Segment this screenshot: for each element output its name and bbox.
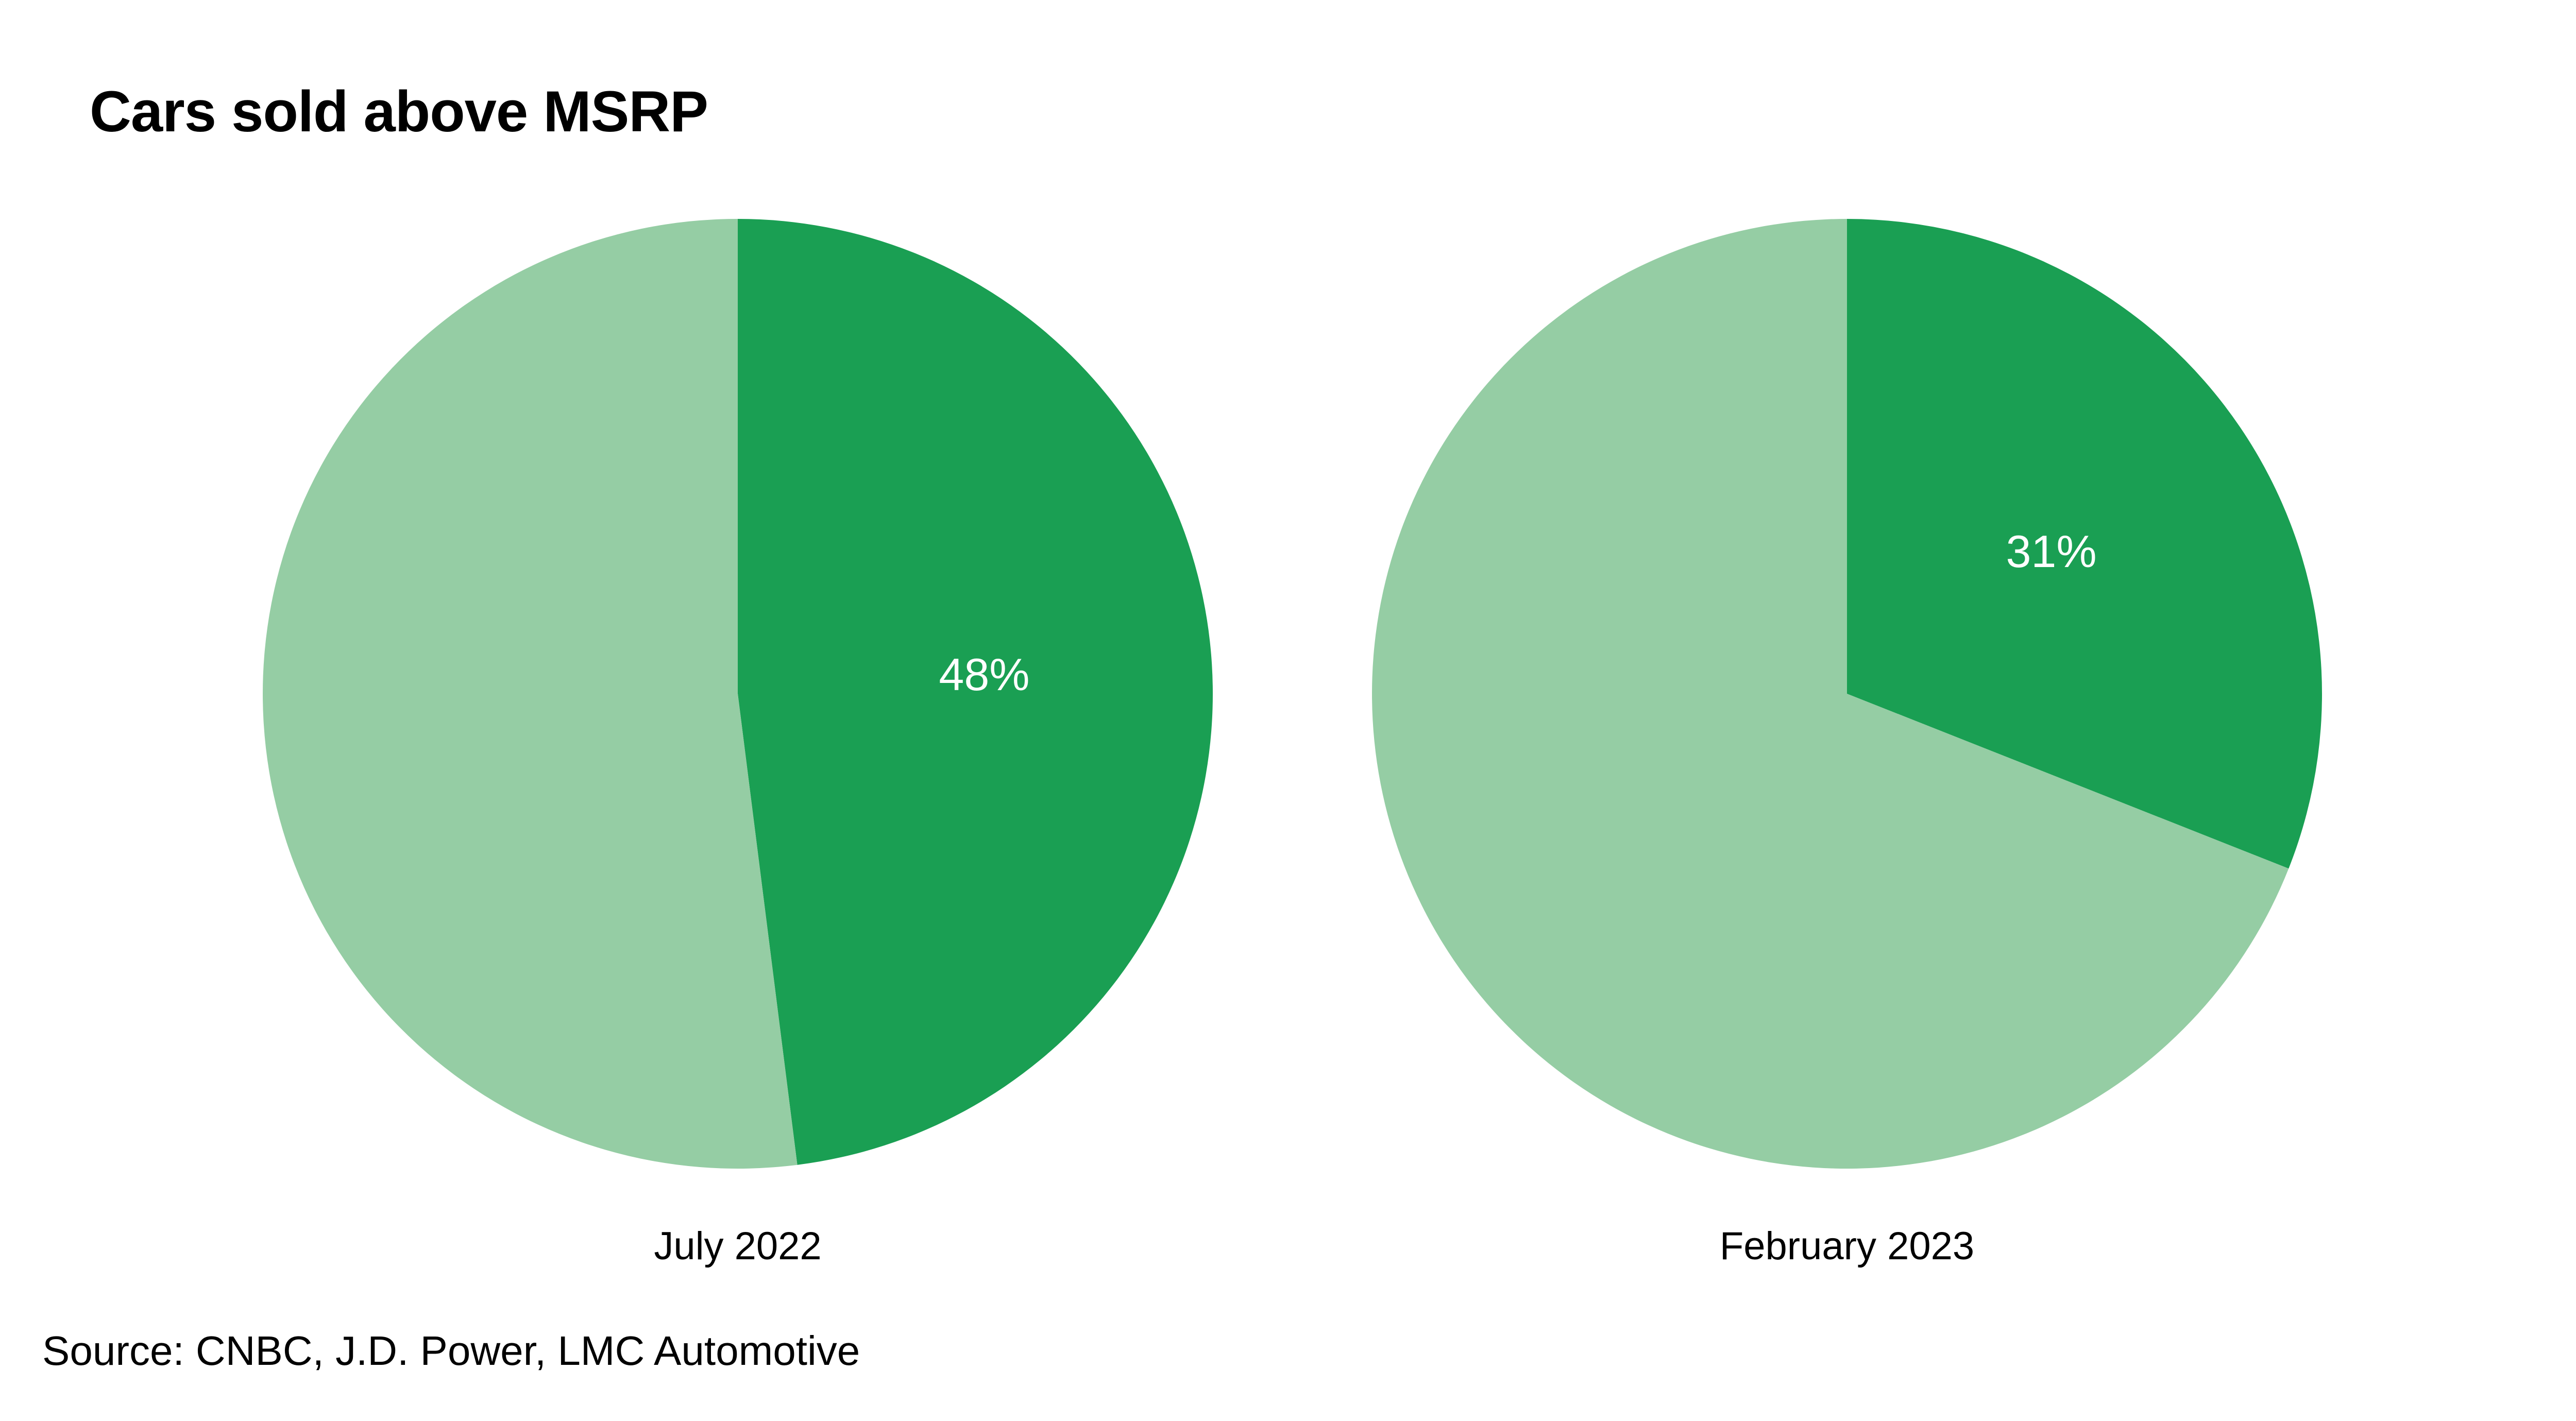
pie-slice-february-2023-1 xyxy=(1372,219,2289,1169)
pie-slice-july-2022-1 xyxy=(263,219,798,1169)
chart-title: Cars sold above MSRP xyxy=(90,79,708,144)
pie-slice-label-february-2023: 31% xyxy=(2006,526,2096,577)
pie-slice-july-2022-0 xyxy=(738,219,1213,1165)
pie-chart-july-2022: 48% July 2022 xyxy=(263,219,1213,1268)
pie-category-label-july-2022: July 2022 xyxy=(654,1224,821,1268)
pie-slice-label-july-2022: 48% xyxy=(939,649,1029,700)
pie-slice-february-2023-0 xyxy=(1847,219,2322,869)
source-note: Source: CNBC, J.D. Power, LMC Automotive xyxy=(42,1328,860,1374)
pie-chart-february-2023: 31% February 2023 xyxy=(1372,219,2322,1268)
pie-category-label-february-2023: February 2023 xyxy=(1720,1224,1974,1268)
